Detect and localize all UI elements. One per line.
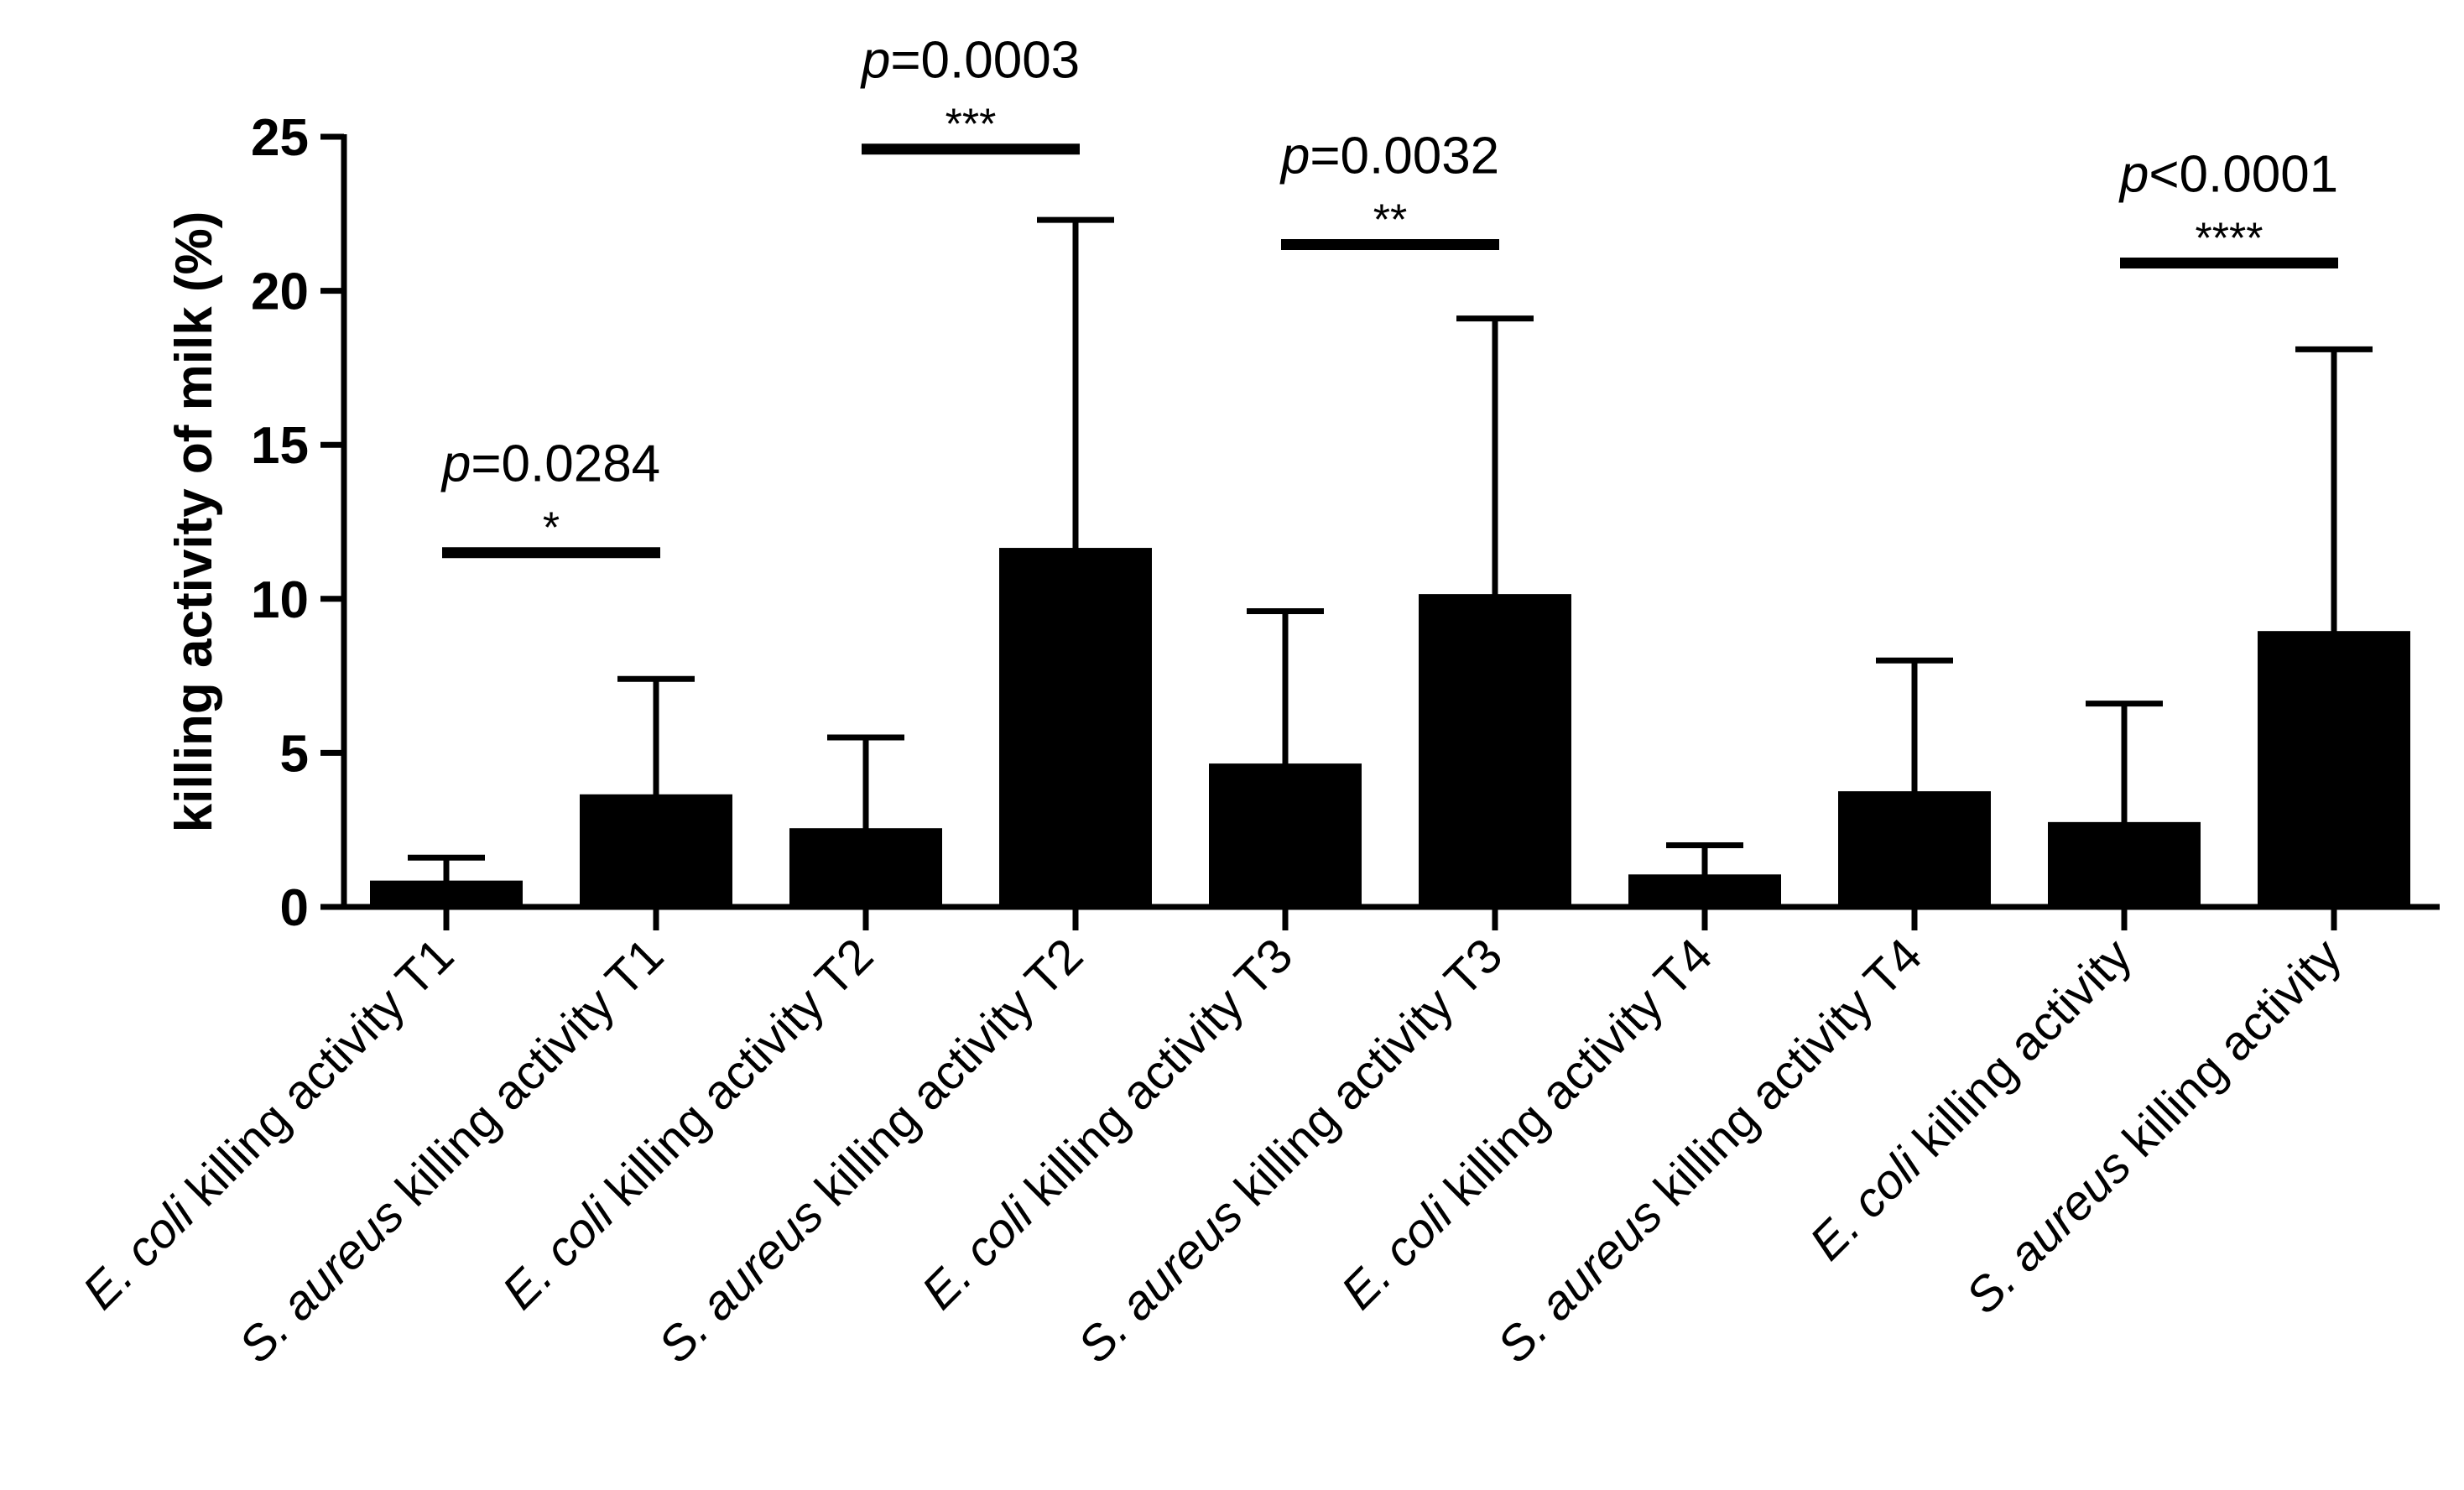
p-value: =0.0032 (1310, 128, 1499, 185)
bar (370, 880, 523, 909)
bar (2258, 631, 2410, 909)
category-label: E. coli killing activity T4 (1331, 928, 1722, 1320)
p-italic: p (860, 32, 890, 90)
error-bars (408, 216, 2373, 883)
bar (789, 828, 942, 909)
p-italic: p (440, 435, 471, 493)
category-label: E. coli killing activity T3 (911, 928, 1303, 1320)
p-value: =0.0003 (890, 32, 1080, 90)
category-species: S. aureus (228, 1187, 414, 1373)
bar (1419, 594, 1571, 909)
category-labels: E. coli killing activity T1S. aureus kil… (72, 928, 2352, 1373)
significance-stars: * (543, 504, 560, 553)
category-species: S. aureus (1067, 1187, 1253, 1373)
category-label: S. aureus killing activity T2 (648, 928, 1093, 1373)
x-axis (341, 904, 2440, 930)
bar (1838, 791, 1991, 909)
y-tick-label: 10 (251, 571, 309, 629)
p-italic: p (1279, 128, 1310, 185)
category-label: S. aureus killing activity T1 (228, 928, 674, 1373)
category-label: S. aureus killing activity T3 (1067, 928, 1513, 1373)
bar (1628, 874, 1781, 909)
p-value-label: p=0.0003 (860, 32, 1080, 90)
category-species: S. aureus (648, 1187, 834, 1373)
p-value-label: p=0.0032 (1279, 128, 1499, 185)
category-species: S. aureus (1956, 1138, 2142, 1325)
bar (1209, 763, 1362, 909)
category-species: S. aureus (1487, 1187, 1673, 1373)
category-label: S. aureus killing activity T4 (1487, 928, 1932, 1373)
p-value: <0.0001 (2149, 146, 2338, 204)
y-tick-label: 25 (251, 109, 309, 167)
y-axis: 0 5 10 15 20 25 (251, 109, 347, 937)
bar (2048, 821, 2201, 909)
y-tick-label: 15 (251, 417, 309, 475)
category-label: E. coli killing activity T2 (492, 928, 883, 1320)
y-tick-label: 5 (280, 725, 309, 783)
bar (580, 794, 732, 909)
bars (370, 548, 2410, 909)
y-tick-label: 20 (251, 263, 309, 321)
significance-annotations: *p=0.0284***p=0.0003**p=0.0032****p<0.00… (440, 32, 2338, 559)
significance-stars: *** (945, 101, 997, 149)
p-value: =0.0284 (471, 435, 660, 493)
y-axis-label: killing activity of milk (%) (165, 211, 223, 833)
p-value-label: p=0.0284 (440, 435, 660, 493)
category-label: S. aureus killing activity (1956, 928, 2352, 1324)
p-value-label: p<0.0001 (2118, 146, 2338, 204)
significance-stars: **** (2196, 215, 2263, 263)
category-label: E. coli killing activity T1 (72, 928, 464, 1320)
bar (999, 548, 1152, 909)
significance-stars: ** (1373, 196, 1407, 245)
y-tick-label: 0 (280, 879, 309, 937)
p-italic: p (2118, 146, 2149, 204)
